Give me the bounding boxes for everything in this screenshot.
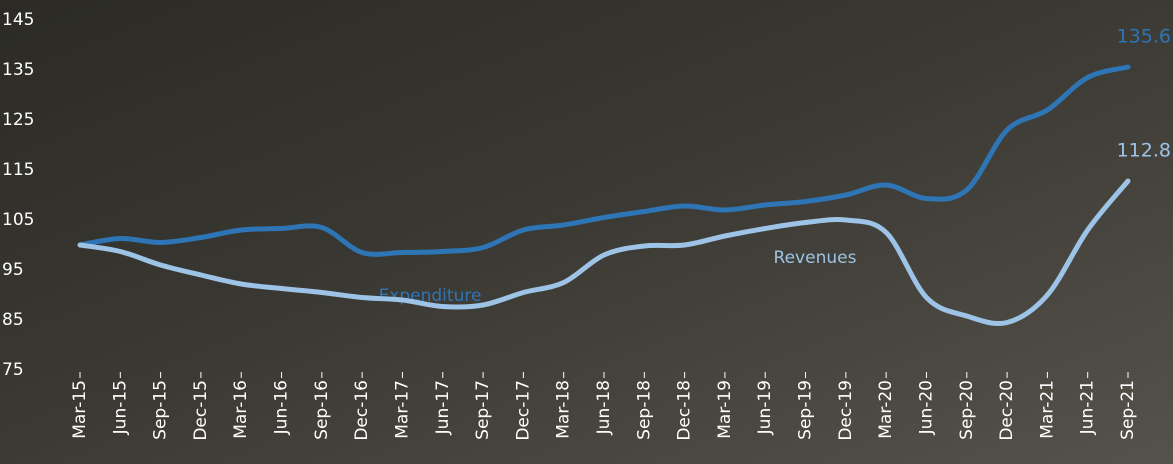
x-tick-label: Dec-20	[997, 380, 1017, 441]
x-tick-label: Mar-20	[876, 380, 896, 439]
y-tick-label: 145	[2, 10, 34, 30]
y-tick-label: 105	[2, 210, 34, 230]
chart: 75 85 95 105 115 125 135 145 Mar-15 Jun-15 Sep-15 D…	[0, 0, 1173, 464]
x-tick-label: Mar-18	[554, 380, 574, 439]
x-tick-label: Sep-20	[957, 380, 977, 440]
x-tick-label: Sep-16	[312, 380, 332, 440]
x-tick-label: Sep-21	[1118, 380, 1138, 440]
y-tick-label: 75	[2, 360, 24, 380]
x-tick-label: Jun-17	[433, 380, 453, 435]
x-tick-label: Jun-15	[110, 380, 130, 435]
y-tick-label: 95	[2, 260, 24, 280]
x-tick-label: Dec-17	[513, 380, 533, 441]
x-tick-label: Jun-19	[755, 380, 775, 435]
series-label: Revenues	[774, 248, 857, 268]
y-tick-label: 125	[2, 110, 34, 130]
x-tick-label: Jun-21	[1078, 380, 1098, 435]
x-tick-label: Sep-18	[634, 380, 654, 440]
value-label: 135.6	[1117, 26, 1171, 48]
y-tick-label: 85	[2, 310, 24, 330]
x-tick-label: Mar-15	[70, 380, 90, 439]
value-label: 112.8	[1117, 140, 1171, 162]
x-tick-label: Sep-19	[796, 380, 816, 440]
x-tick-label: Jun-16	[272, 380, 292, 435]
x-tick-label: Dec-19	[836, 380, 856, 441]
x-tick-label: Sep-15	[151, 380, 171, 440]
x-tick-label: Jun-20	[916, 380, 936, 435]
y-tick-label: 115	[2, 160, 34, 180]
y-tick-label: 135	[2, 60, 34, 80]
x-tick-label: Mar-19	[715, 380, 735, 439]
x-tick-label: Mar-17	[392, 380, 412, 439]
x-tick-label: Dec-15	[191, 380, 211, 441]
x-tick-label: Mar-16	[231, 380, 251, 439]
x-tick-label: Dec-16	[352, 380, 372, 441]
x-tick-label: Sep-17	[473, 380, 493, 440]
x-tick-label: Dec-18	[675, 380, 695, 441]
x-tick-label: Jun-18	[594, 380, 614, 435]
x-tick-label: Mar-21	[1037, 380, 1057, 439]
